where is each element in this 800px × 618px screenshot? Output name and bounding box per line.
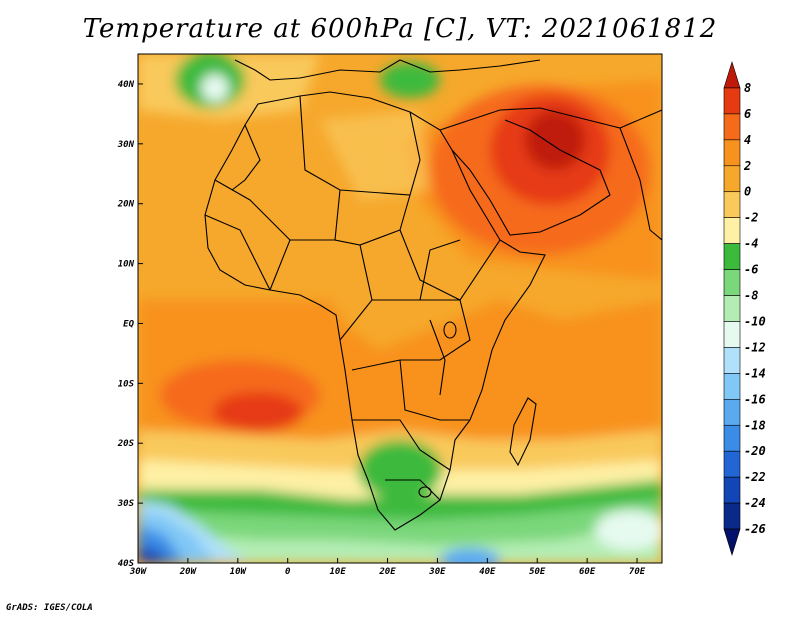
colorbar-label: -4 (744, 237, 758, 251)
colorbar-swatch (723, 373, 741, 400)
lon-tick-label: 50E (529, 567, 546, 577)
colorbar-swatch (723, 139, 741, 167)
colorbar-label: -26 (744, 522, 766, 536)
lat-tick-label: 30N (117, 140, 135, 150)
lat-tick-label: 20S (117, 439, 135, 449)
lon-tick-label: 30E (428, 567, 446, 577)
latitude-axis: 40N 30N 20N 10N EQ 10S 20S 30S 40S (117, 80, 143, 569)
chart-title: Temperature at 600hPa [C], VT: 202106181… (82, 14, 718, 44)
colorbar-label: -18 (744, 418, 766, 432)
colorbar-swatch (723, 450, 741, 478)
colorbar-swatch (723, 424, 741, 452)
lon-tick-label: 10E (329, 567, 346, 577)
colorbar-swatch (723, 399, 741, 426)
grads-credit: GrADS: IGES/COLA (6, 603, 93, 613)
colorbar-swatch (723, 217, 741, 244)
lon-tick-label: 60E (579, 567, 596, 577)
colorbar-swatch (723, 347, 741, 374)
temperature-field (138, 54, 662, 563)
colorbar-swatch (723, 502, 741, 530)
colorbar-swatch (723, 528, 741, 557)
lat-tick-label: EQ (123, 319, 134, 329)
lat-tick-label: 10N (118, 260, 135, 270)
lat-tick-label: 40S (118, 559, 135, 569)
lon-tick-label: 20W (179, 567, 198, 577)
lon-tick-label: 70E (629, 567, 646, 577)
lat-tick-label: 30S (117, 499, 135, 509)
colorbar-swatch (723, 60, 741, 89)
map-frame (137, 53, 663, 564)
colorbar-label: -24 (744, 496, 766, 510)
colorbar-swatch (723, 321, 741, 348)
colorbar-swatch (723, 269, 741, 296)
colorbar-label: -12 (744, 340, 766, 354)
lat-tick-label: 40N (118, 80, 135, 90)
lat-tick-label: 10S (118, 379, 135, 389)
lon-tick-label: 40E (479, 567, 496, 577)
lon-tick-label: 30W (129, 567, 148, 577)
colorbar-label: -22 (744, 470, 766, 484)
lon-tick-label: 10W (230, 567, 248, 577)
colorbar-label: -8 (744, 289, 758, 303)
colorbar-label: -6 (744, 263, 758, 277)
colorbar-label: 8 (744, 81, 751, 95)
colorbar-swatch (723, 476, 741, 504)
lon-tick-label: 0 (285, 567, 291, 577)
lat-tick-label: 20N (117, 200, 135, 210)
colorbar-label: 4 (744, 133, 751, 147)
colorbar-swatch (723, 113, 741, 141)
colorbar-label: -16 (744, 392, 766, 406)
colorbar-swatch (723, 87, 741, 115)
colorbar-swatch (723, 295, 741, 322)
longitude-axis: 30W 20W 10W 0 10E 20E 30E 40E 50E 60E 70E (129, 558, 646, 577)
colorbar-label: -20 (744, 444, 766, 458)
colorbar-label: 0 (744, 185, 751, 199)
coastlines (204, 59, 662, 531)
colorbar: 8 6 4 2 0 -2 -4 -6 -8 -10 -12 -14 -16 -18 -20 -22 -24 -26 (723, 60, 766, 557)
colorbar-label: 2 (743, 159, 751, 173)
colorbar-swatch (723, 165, 741, 193)
lon-tick-label: 20E (378, 567, 396, 577)
colorbar-swatch (723, 191, 741, 218)
colorbar-swatch (723, 243, 741, 270)
colorbar-label: 6 (744, 107, 751, 121)
colorbar-label: -14 (744, 366, 766, 380)
colorbar-label: -2 (744, 211, 758, 225)
colorbar-label: -10 (744, 314, 766, 328)
